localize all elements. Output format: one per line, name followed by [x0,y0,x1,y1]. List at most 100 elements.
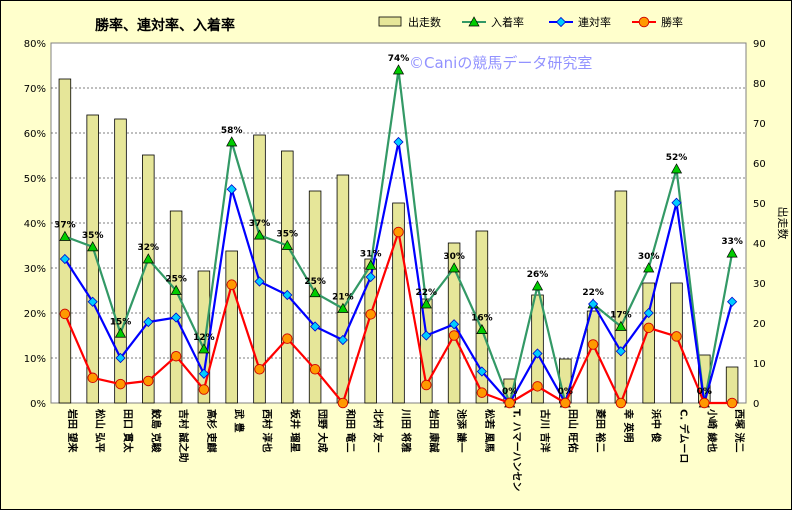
data-point [337,397,349,409]
bar-series [58,78,739,404]
data-label: 21% [332,293,354,303]
y-right-ticks: 0 10 20 30 40 50 60 70 80 90 [753,39,766,410]
data-point [587,339,599,350]
data-point [727,296,738,307]
data-point [254,276,265,287]
y-right-tick-label: 0 [753,399,759,410]
bar [392,202,405,404]
data-point [643,262,655,273]
x-tick-label: 坂井 瑠星 [288,409,301,452]
data-point [142,253,154,264]
data-point [476,387,488,398]
data-point [253,229,266,240]
y-left-tick-label: 20% [24,309,46,320]
data-point [114,327,127,338]
y-left-tick-label: 50% [24,174,46,185]
data-label: 31% [360,249,382,259]
legend: 出走数 入着率 連対率 勝率 [378,15,683,29]
y-right-axis-label: 出走数 [776,207,790,240]
data-point [392,64,405,75]
data-label: 0% [502,387,517,397]
data-point [421,330,432,341]
data-label: 0% [697,387,712,397]
data-label: 15% [110,317,132,327]
data-point [421,379,432,391]
watermark: ©Caniの競馬データ研究室 [409,54,592,72]
bar [614,190,628,404]
chart-title: 勝率、連対率、入着率 [95,17,235,34]
bar [336,174,350,404]
x-tick-label: 高杉 吏麒 [205,409,218,452]
bar [58,78,72,404]
data-label: 22% [416,288,438,298]
data-point [365,271,376,283]
y-left-tick-label: 30% [24,264,46,275]
data-point [87,296,98,307]
data-point [115,378,126,390]
data-point [560,397,571,409]
x-tick-label: 幸 英明 [622,409,635,442]
y-right-tick-label: 90 [753,39,766,50]
data-point [226,136,238,147]
y-right-tick-label: 20 [753,319,766,330]
data-point [309,287,321,298]
x-tick-labels: 岩田 望来 松山 弘平 田口 貫太 鮫島 克駿 吉村 誠之助 高杉 吏麒 武 豊 西村 淳也 坂… [66,408,746,491]
data-point [171,312,182,323]
data-point [643,307,654,319]
data-label: 25% [165,275,187,285]
data-point [365,259,377,270]
data-point [643,322,654,334]
data-point [670,163,683,174]
data-point [282,289,293,301]
x-tick-label: 団野 大成 [316,409,329,452]
data-point [59,230,71,241]
data-label: 32% [138,243,160,253]
data-point [638,16,650,28]
x-tick-label: 小崎 綾也 [705,408,718,452]
y-left-tick-label: 40% [24,219,46,230]
bar [169,210,183,404]
x-tick-label: 田口 貫太 [122,409,135,453]
data-point [143,316,154,328]
data-point [226,279,237,290]
data-point [59,308,71,320]
y-left-tick-label: 0% [30,399,46,410]
x-tick-label: 田山 旺佑 [566,409,579,452]
line-series [59,64,738,409]
data-point [87,241,99,252]
bar [281,150,294,404]
data-point [337,302,349,313]
y-right-tick-label: 30 [753,279,766,290]
data-point [59,253,70,265]
data-point [115,352,126,364]
data-point [281,239,293,250]
data-point [476,323,488,334]
data-point [476,366,487,377]
legend-label: 連対率 [578,15,611,29]
bar [86,114,99,404]
data-point [170,284,182,295]
data-label: 0% [558,387,573,397]
data-label: 52% [666,153,688,163]
y-right-tick-label: 70 [753,119,766,130]
data-point [393,226,404,238]
data-label: 35% [277,230,299,240]
x-tick-label: 松若 風馬 [483,409,496,452]
data-point [468,16,480,27]
data-point [309,364,321,375]
data-labels: 37% 35% 15% 32% 25% 12% 58% 37% 35% 25% 21% 31% 74% 2… [54,54,743,397]
legend-swatch [378,16,402,27]
y-left-ticks: 0% 10% 20% 30% 40% 50% 60% 70% 80% [24,39,46,410]
y-left-tick-label: 80% [24,39,46,50]
bar [725,366,739,404]
data-label: 35% [82,231,104,241]
data-point [226,184,237,195]
data-label: 37% [249,219,271,229]
data-point [615,397,627,409]
x-tick-label: 菱田 裕二 [594,409,607,452]
bar [670,282,683,404]
data-label: 37% [54,221,76,231]
data-point [143,375,154,387]
data-point [532,348,543,359]
x-tick-label: 松山 弘平 [94,409,107,452]
